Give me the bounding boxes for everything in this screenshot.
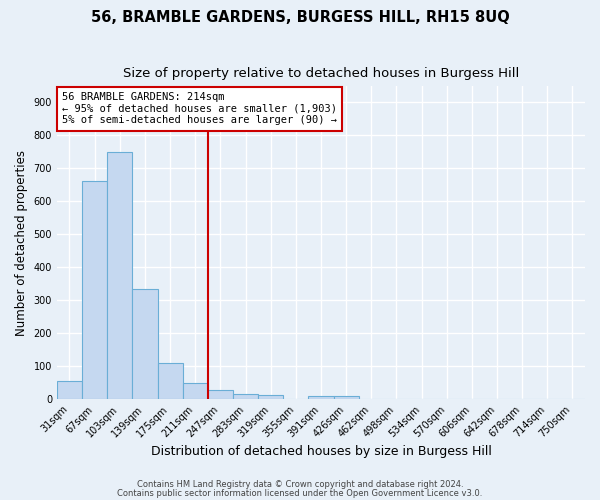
Bar <box>107 152 133 399</box>
Bar <box>208 390 233 399</box>
Bar <box>158 363 182 399</box>
Bar <box>233 394 258 399</box>
Bar <box>334 396 359 399</box>
Bar <box>258 395 283 399</box>
Text: 56, BRAMBLE GARDENS, BURGESS HILL, RH15 8UQ: 56, BRAMBLE GARDENS, BURGESS HILL, RH15 … <box>91 10 509 25</box>
Bar <box>308 396 334 399</box>
Text: Contains HM Land Registry data © Crown copyright and database right 2024.: Contains HM Land Registry data © Crown c… <box>137 480 463 489</box>
X-axis label: Distribution of detached houses by size in Burgess Hill: Distribution of detached houses by size … <box>151 444 491 458</box>
Bar <box>82 182 107 399</box>
Bar <box>133 288 158 399</box>
Y-axis label: Number of detached properties: Number of detached properties <box>15 150 28 336</box>
Title: Size of property relative to detached houses in Burgess Hill: Size of property relative to detached ho… <box>123 68 519 80</box>
Bar <box>182 382 208 399</box>
Text: Contains public sector information licensed under the Open Government Licence v3: Contains public sector information licen… <box>118 490 482 498</box>
Text: 56 BRAMBLE GARDENS: 214sqm
← 95% of detached houses are smaller (1,903)
5% of se: 56 BRAMBLE GARDENS: 214sqm ← 95% of deta… <box>62 92 337 126</box>
Bar <box>57 381 82 399</box>
